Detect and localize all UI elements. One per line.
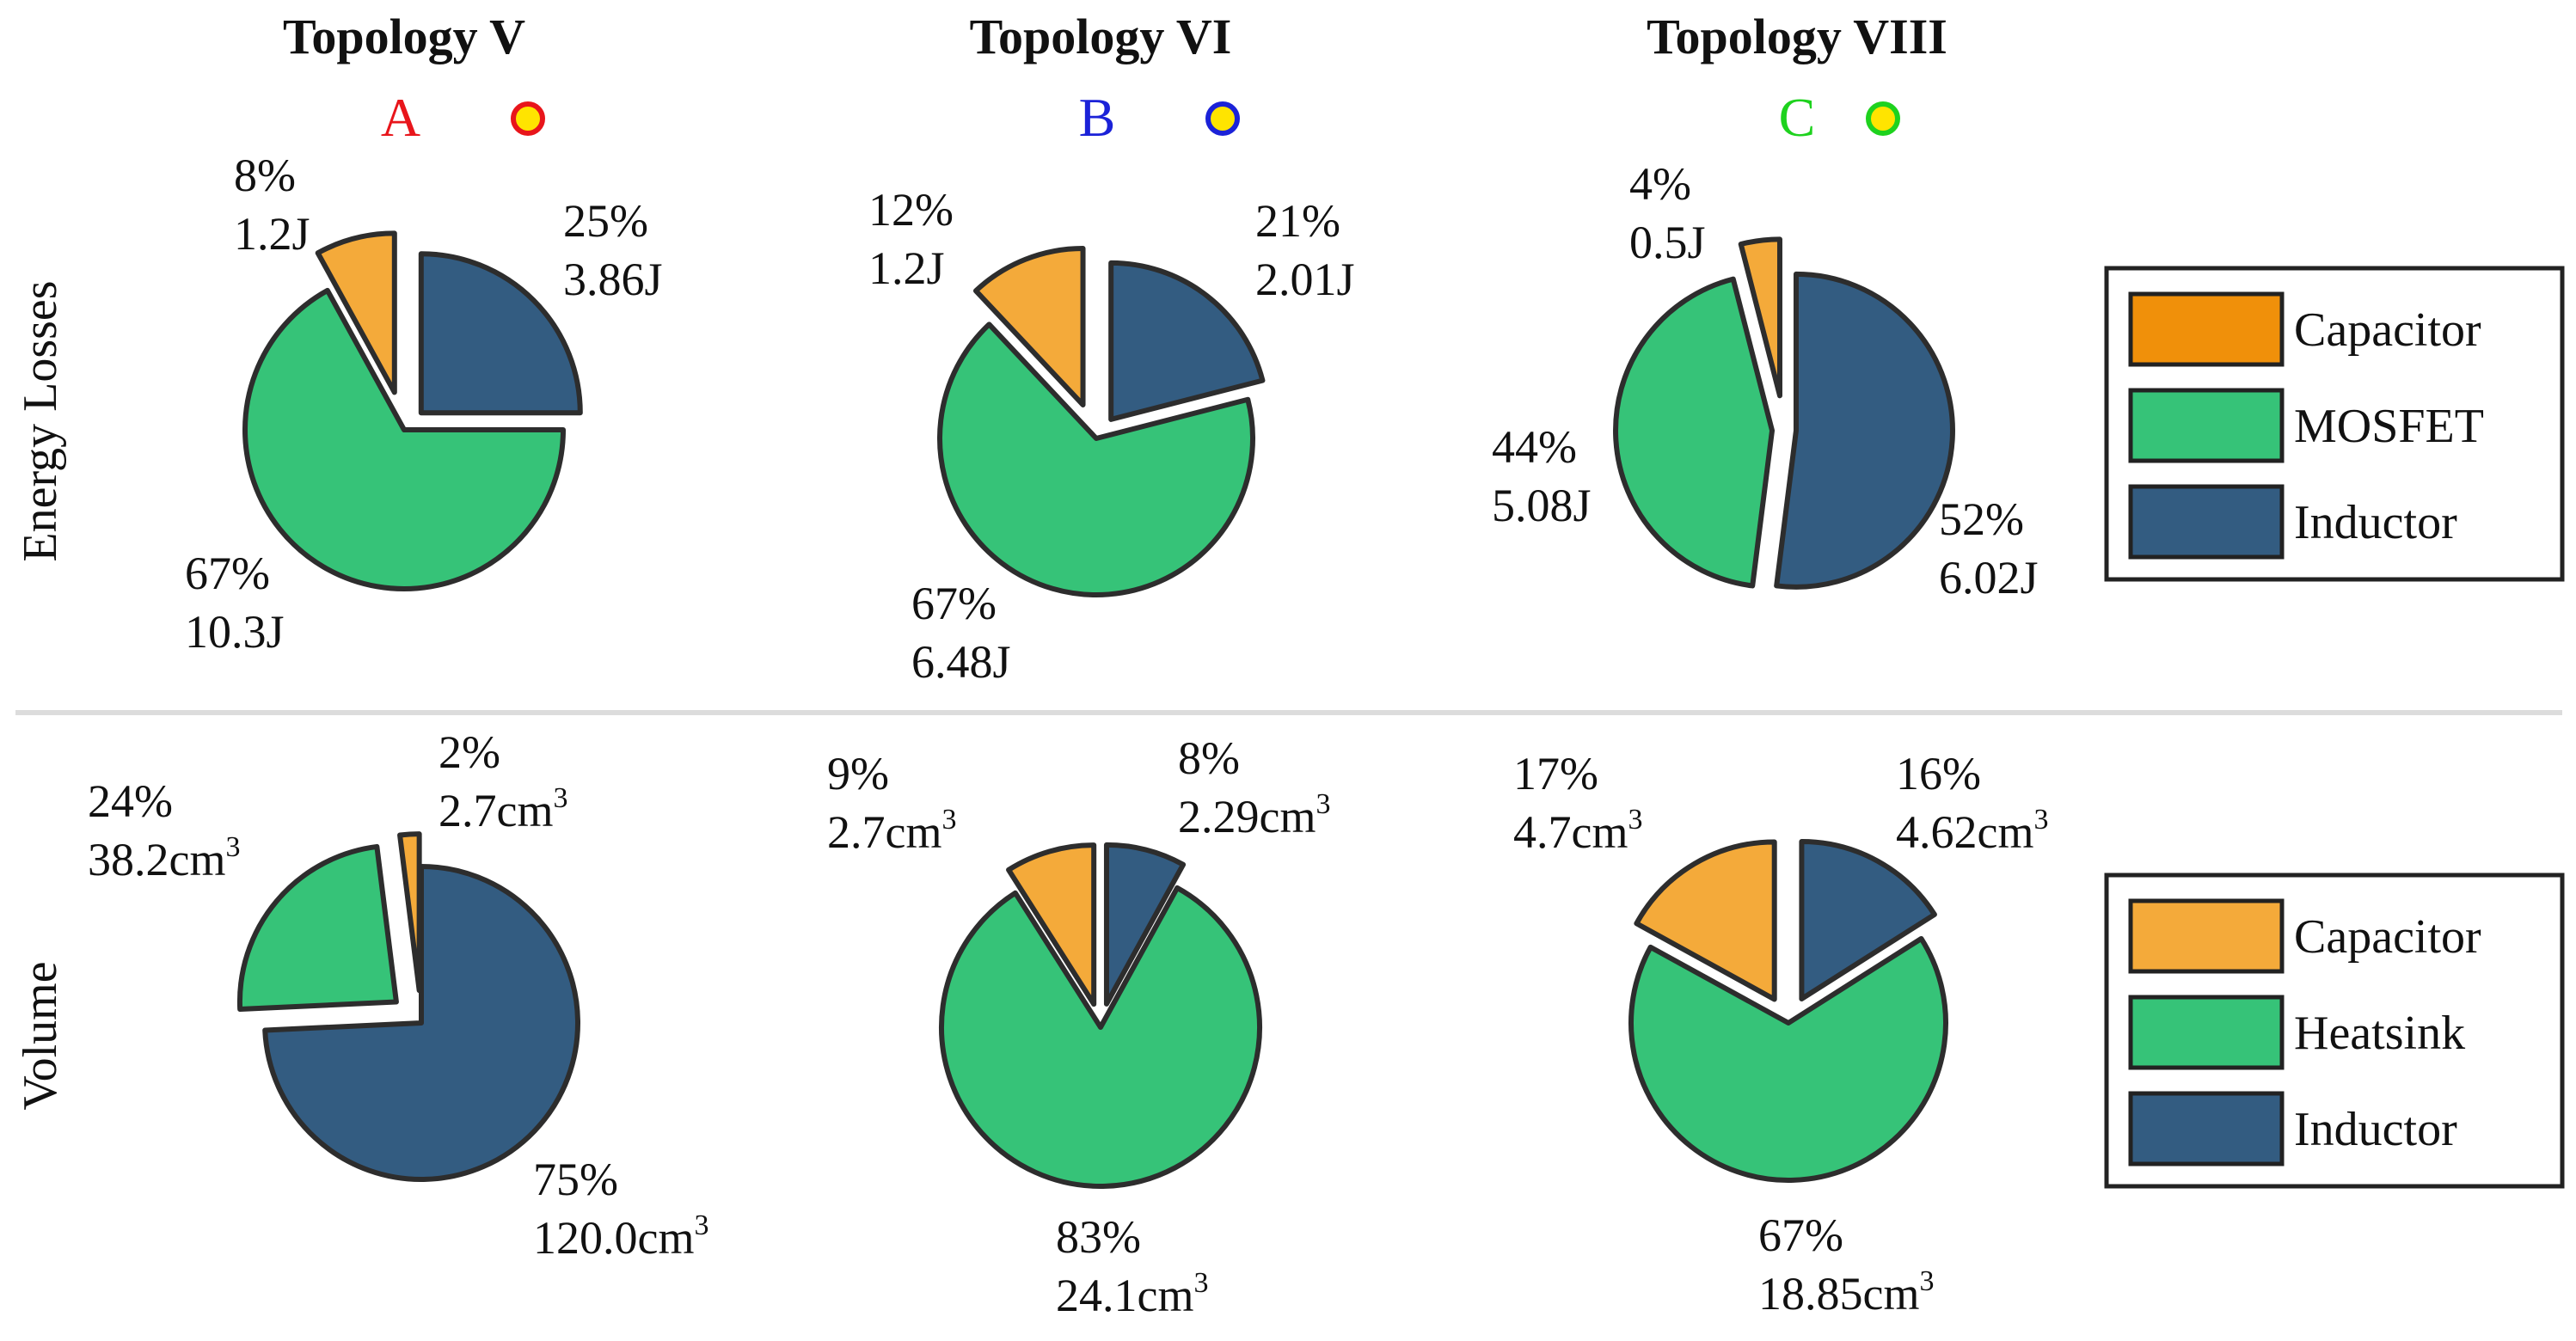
unit-superscript: 3 — [1919, 1265, 1934, 1297]
pie-slice-capacitor — [397, 831, 422, 994]
pie-slice-capacitor — [1006, 842, 1097, 1007]
pie-6: 16%4.62cm3 67%18.85cm3 17%4.7cm3 — [1513, 748, 2048, 1320]
slice-percent-label: 24% — [88, 775, 173, 827]
pie-5: 8%2.29cm3 83%24.1cm3 9%2.7cm3 — [827, 732, 1330, 1321]
unit-superscript: 3 — [1316, 788, 1330, 820]
slice-percent-label: 44% — [1492, 421, 1577, 473]
slice-value-label: 2.7cm3 — [827, 804, 956, 858]
slice-value-label: 6.48J — [911, 636, 1011, 688]
slice-value-label: 38.2cm3 — [88, 831, 240, 885]
slice-percent-label: 67% — [1758, 1209, 1843, 1261]
slice-percent-label: 75% — [533, 1154, 618, 1205]
pie-slice-mosfet — [937, 321, 1255, 597]
slice-value-label: 2.7cm3 — [439, 782, 567, 836]
legend-label-heatsink: Heatsink — [2294, 1007, 2465, 1060]
slice-value-label: 5.08J — [1492, 480, 1592, 531]
pie-slice-capacitor — [972, 245, 1086, 407]
legend-energy-losses: Capacitor MOSFET Inductor — [2104, 266, 2565, 582]
marker-letter-c: C — [1779, 87, 1816, 148]
slice-value-label: 1.2J — [868, 242, 945, 294]
pie-charts: 25% 3.86J 67% 10.3J 8% 1.2J 21% 2.01J 67% 6.48J 12… — [88, 150, 2048, 1321]
slice-value-label: 18.85cm3 — [1758, 1265, 1934, 1320]
slice-percent-label: 67% — [185, 548, 270, 599]
pie-slice-inductor — [262, 864, 580, 1182]
pie-slice-inductor — [1799, 838, 1937, 1001]
unit-superscript: 3 — [1628, 804, 1642, 836]
marker-dot-b — [1205, 101, 1240, 136]
pie-slice-heatsink — [1628, 935, 1948, 1184]
unit-superscript: 3 — [941, 804, 956, 836]
legend-swatch-inductor — [2128, 1091, 2285, 1166]
pie-slice-mosfet — [242, 287, 566, 591]
row-label-volume: Volume — [14, 961, 67, 1110]
pie-slice-capacitor — [1634, 839, 1777, 1002]
row-label-energy-losses: Energy Losses — [14, 280, 67, 561]
pie-slice-mosfet — [1613, 276, 1776, 589]
pie-1: 25% 3.86J 67% 10.3J 8% 1.2J — [185, 150, 663, 658]
slice-percent-label: 21% — [1255, 195, 1340, 247]
column-title-topology-viii: Topology VIII — [1647, 9, 1947, 64]
slice-percent-label: 83% — [1056, 1211, 1141, 1263]
column-title-topology-v: Topology V — [283, 9, 525, 64]
slice-percent-label: 12% — [868, 184, 954, 236]
pie-slice-inductor — [1774, 271, 1955, 590]
slice-percent-label: 8% — [1178, 732, 1240, 784]
legend-swatch-capacitor — [2128, 291, 2285, 367]
pie-slice-inductor — [1103, 842, 1187, 1007]
slice-value-label: 2.29cm3 — [1178, 788, 1330, 842]
unit-superscript: 3 — [553, 782, 567, 814]
slice-percent-label: 67% — [911, 578, 997, 629]
slice-value-label: 6.02J — [1939, 552, 2039, 603]
pie-3: 52% 6.02J 44% 5.08J 4% 0.5J — [1492, 158, 2039, 603]
marker-letter-a: A — [381, 87, 420, 148]
slice-percent-label: 4% — [1629, 158, 1691, 210]
slice-percent-label: 9% — [827, 748, 889, 799]
legend-label-mosfet: MOSFET — [2294, 400, 2484, 453]
legend-label-capacitor: Capacitor — [2294, 910, 2481, 964]
unit-superscript: 3 — [1193, 1267, 1208, 1299]
pie-slice-heatsink — [939, 885, 1262, 1189]
pie-slice-inductor — [418, 251, 583, 416]
slice-value-label: 120.0cm3 — [533, 1209, 708, 1264]
slice-value-label: 2.01J — [1255, 254, 1355, 305]
slice-value-label: 24.1cm3 — [1056, 1267, 1208, 1321]
legend-label-inductor: Inductor — [2294, 496, 2457, 549]
legend-label-inductor: Inductor — [2294, 1103, 2457, 1156]
pie-2: 21% 2.01J 67% 6.48J 12% 1.2J — [868, 184, 1355, 688]
pie-4: 75%120.0cm3 24%38.2cm3 2%2.7cm3 — [88, 726, 708, 1264]
legend-volume: Capacitor Heatsink Inductor — [2104, 873, 2565, 1189]
slice-value-label: 0.5J — [1629, 217, 1706, 268]
unit-superscript: 3 — [225, 831, 240, 863]
marker-letter-b: B — [1079, 87, 1116, 148]
legend-swatch-capacitor — [2128, 898, 2285, 974]
slice-percent-label: 52% — [1939, 493, 2024, 545]
pie-slice-heatsink — [236, 843, 399, 1013]
slice-percent-label: 16% — [1896, 748, 1981, 799]
slice-percent-label: 25% — [563, 195, 648, 247]
legend-label-capacitor: Capacitor — [2294, 303, 2481, 357]
marker-dot-a — [511, 101, 545, 136]
slice-value-label: 3.86J — [563, 254, 663, 305]
slice-percent-label: 8% — [234, 150, 296, 201]
topology-markers: A B C — [381, 87, 1900, 148]
legend-swatch-heatsink — [2128, 995, 2285, 1070]
slice-value-label: 4.62cm3 — [1896, 804, 2048, 858]
slice-value-label: 10.3J — [185, 606, 285, 658]
slice-percent-label: 17% — [1513, 748, 1598, 799]
pie-slice-capacitor — [315, 230, 397, 395]
slice-percent-label: 2% — [439, 726, 500, 778]
column-title-topology-vi: Topology VI — [970, 9, 1232, 64]
marker-dot-c — [1866, 101, 1900, 136]
pie-slice-capacitor — [1738, 236, 1782, 399]
legend-swatch-mosfet — [2128, 388, 2285, 463]
unit-superscript: 3 — [694, 1209, 708, 1241]
slice-value-label: 1.2J — [234, 208, 310, 260]
legend-swatch-inductor — [2128, 484, 2285, 560]
unit-superscript: 3 — [2033, 804, 2048, 836]
slice-value-label: 4.7cm3 — [1513, 804, 1642, 858]
pie-slice-inductor — [1108, 260, 1266, 422]
